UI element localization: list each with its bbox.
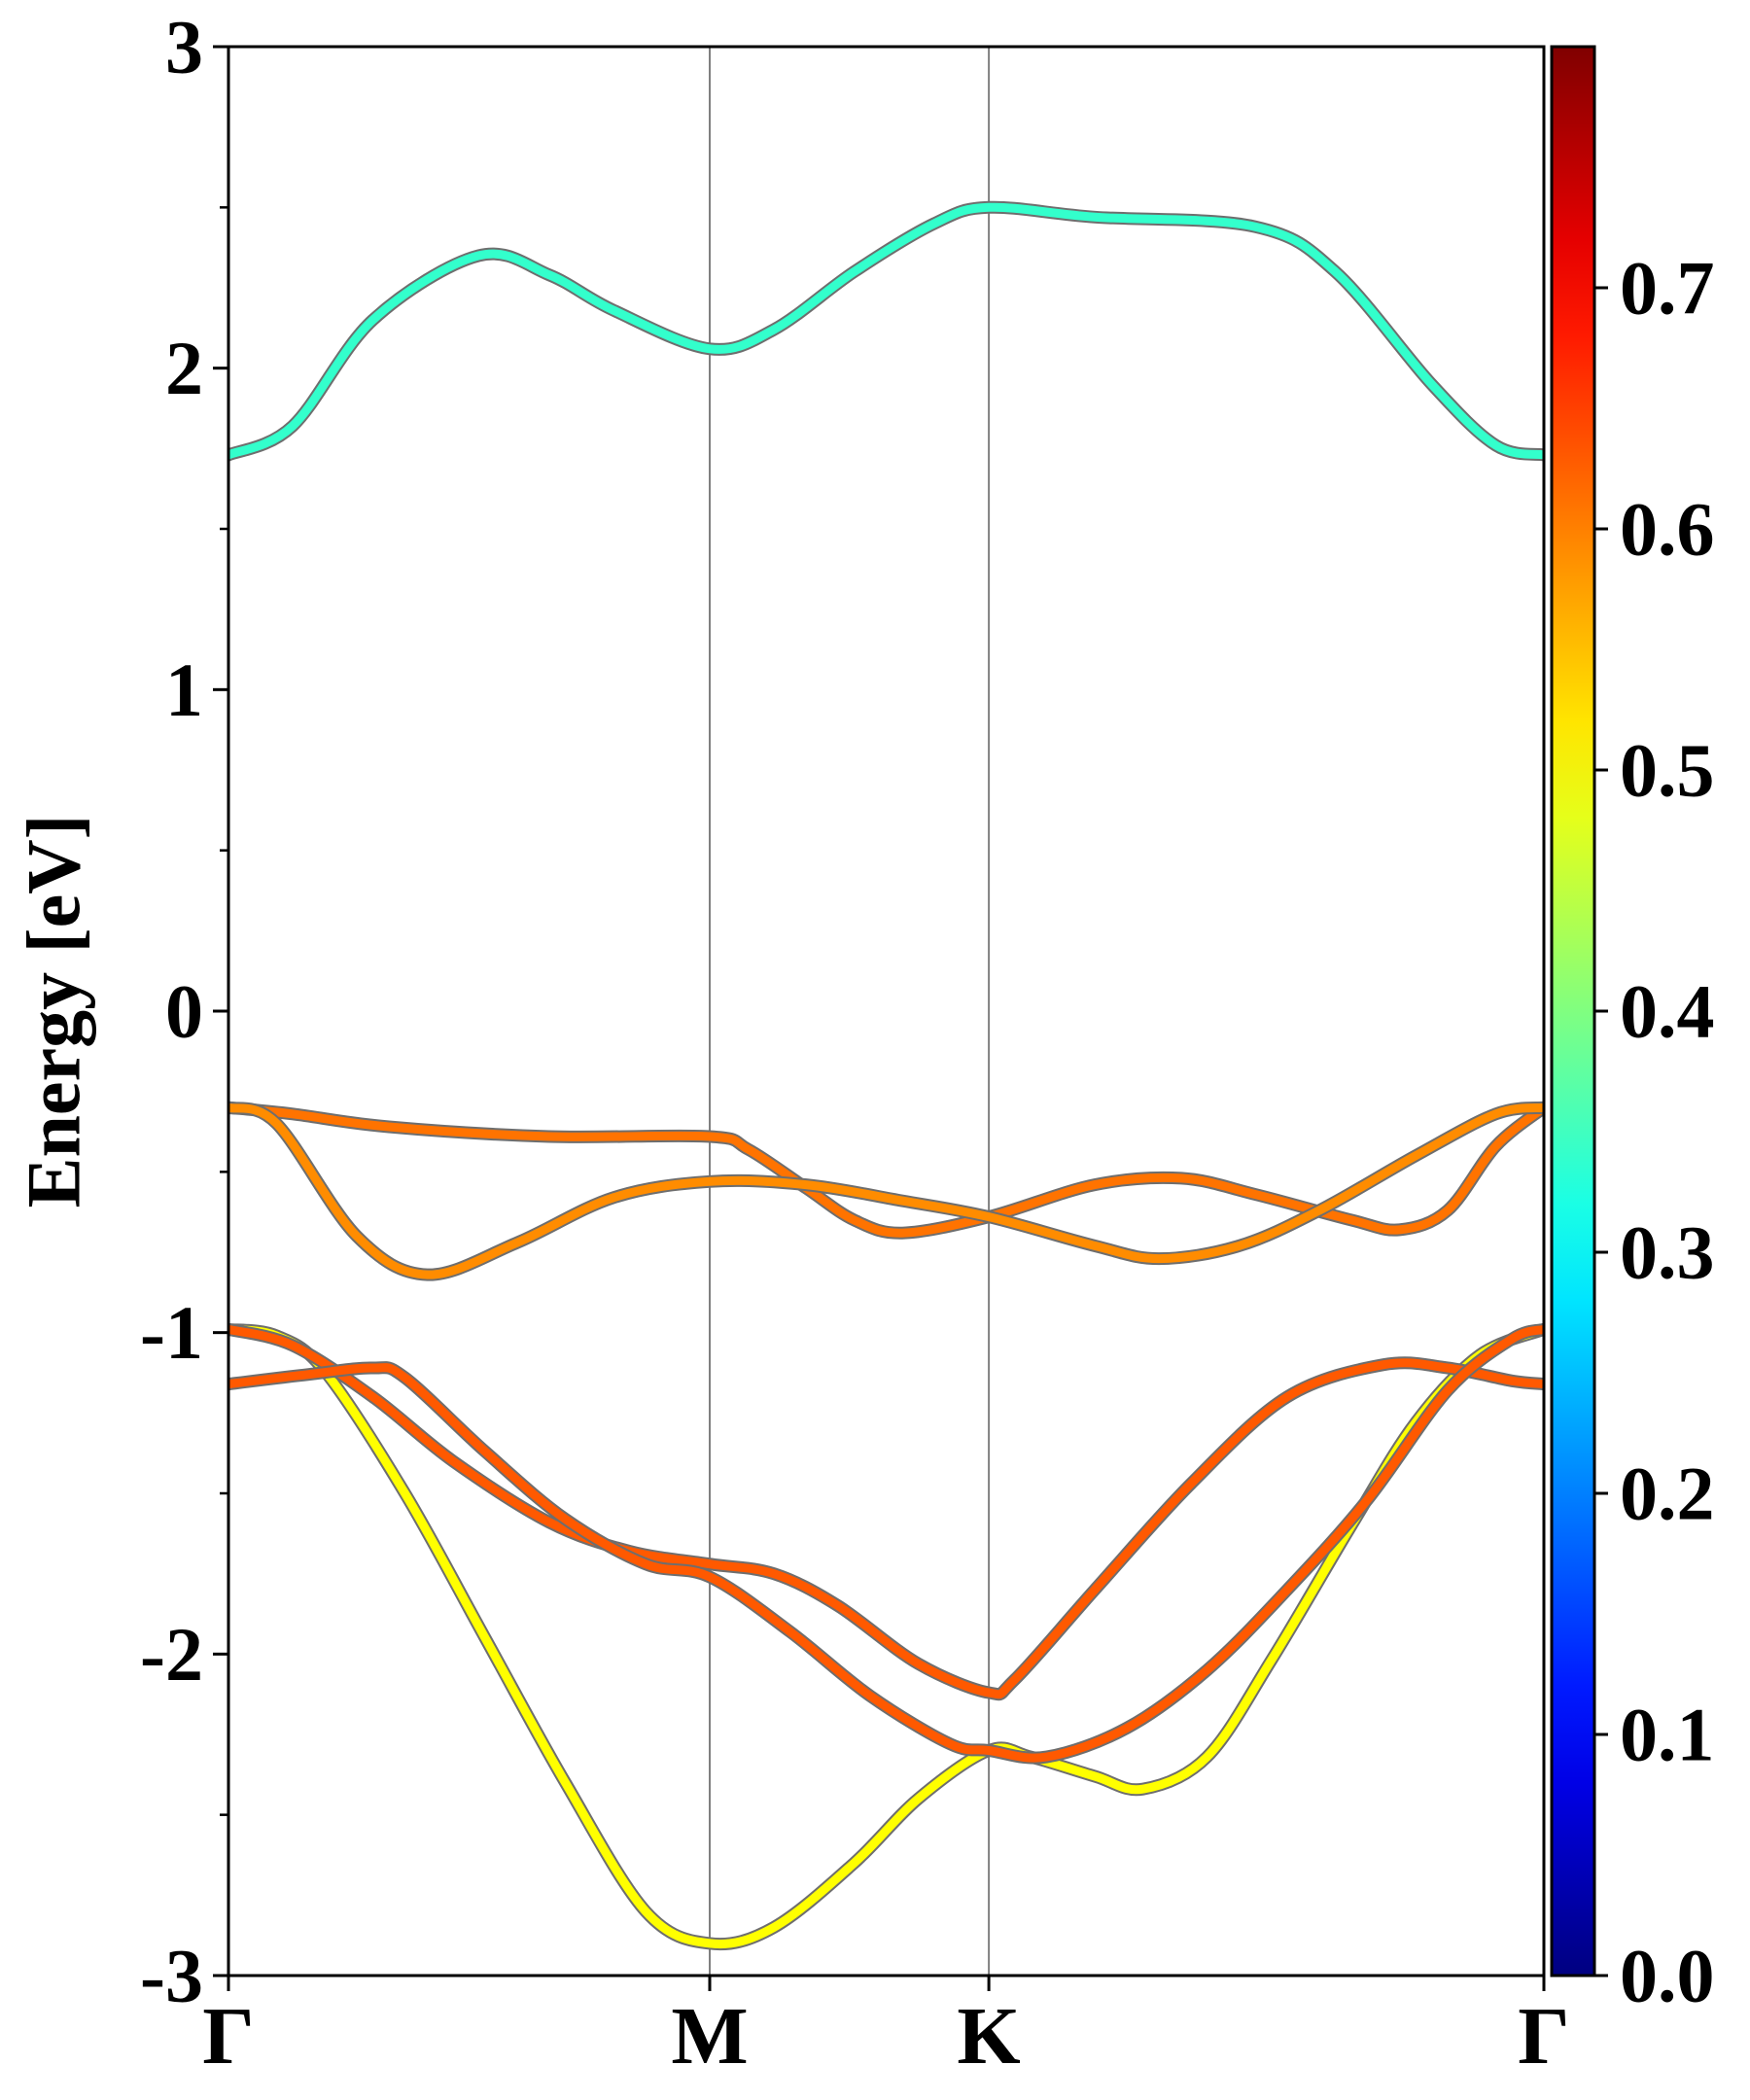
- kpoint-divider-lines: [709, 47, 991, 1976]
- band-curves: [228, 200, 1544, 1951]
- x-tick-label-3: Γ: [1518, 1991, 1569, 2082]
- band-line-2: [228, 1102, 1544, 1279]
- plot-area: [228, 47, 1544, 1976]
- y-tick-label-2: 1: [165, 648, 203, 732]
- colorbar-tick-label-7: 0.7: [1620, 246, 1715, 331]
- band-line-3: [228, 1324, 1544, 1949]
- x-tick-label-2: K: [957, 1991, 1020, 2082]
- colorbar-tick-label-6: 0.6: [1620, 487, 1715, 572]
- band-line-1: [228, 1102, 1544, 1238]
- colorbar-tick-label-5: 0.5: [1620, 728, 1715, 813]
- colorbar-tick-label-1: 0.1: [1620, 1693, 1715, 1777]
- x-tick-label-1: M: [671, 1991, 748, 2082]
- y-axis-title: Energy [eV]: [12, 814, 96, 1208]
- y-tick-label-3: 0: [165, 969, 203, 1054]
- colorbar-gradient: [1552, 47, 1594, 1976]
- y-tick-label-4: -1: [140, 1290, 203, 1375]
- colorbar-tick-label-4: 0.4: [1620, 969, 1715, 1054]
- y-tick-label-0: 3: [165, 5, 203, 89]
- x-tick-label-0: Γ: [202, 1991, 254, 2082]
- y-axis: 3 2 1 0 -1 -2 -3: [140, 5, 228, 2018]
- colorbar-tick-label-0: 0.0: [1620, 1934, 1715, 2018]
- plot-background-rect: [228, 47, 1544, 1976]
- y-tick-label-5: -2: [140, 1612, 203, 1697]
- colorbar-tick-label-3: 0.3: [1620, 1210, 1715, 1295]
- y-tick-label-6: -3: [140, 1934, 203, 2018]
- band-line-5: [228, 1324, 1544, 1763]
- colorbar-tick-label-2: 0.2: [1620, 1452, 1715, 1536]
- colorbar: 0.0 0.1 0.2 0.3 0.4 0.5 0.6 0.7: [1550, 45, 1715, 2018]
- band-line-0: [228, 202, 1544, 460]
- y-tick-label-1: 2: [165, 326, 203, 410]
- band-line-4: [228, 1324, 1544, 1699]
